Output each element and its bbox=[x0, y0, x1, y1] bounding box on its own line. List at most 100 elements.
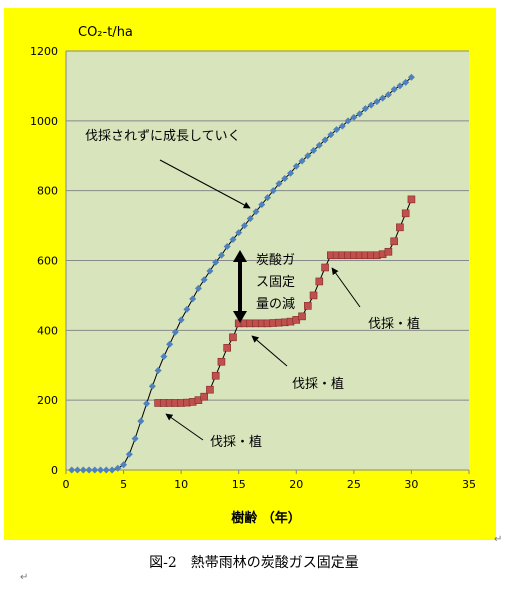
series-1-point bbox=[281, 174, 289, 182]
series-1-point bbox=[189, 295, 197, 303]
series-1-point bbox=[258, 201, 266, 209]
series-1-point bbox=[246, 215, 254, 223]
series-1-point bbox=[287, 169, 295, 177]
series-1-point bbox=[85, 466, 93, 474]
series-1-point bbox=[338, 122, 346, 130]
series-2-point bbox=[223, 343, 231, 352]
series-1-point bbox=[229, 236, 237, 244]
paragraph-mark-icon: ↵ bbox=[494, 534, 503, 545]
series-2-point bbox=[200, 392, 208, 401]
series-1-point bbox=[350, 113, 358, 121]
x-tick-label: 10 bbox=[174, 478, 188, 491]
series-1-point bbox=[102, 466, 110, 474]
series-1-point bbox=[194, 284, 202, 292]
series-1-point bbox=[177, 316, 185, 324]
series-1-point bbox=[344, 117, 352, 125]
series-2-point bbox=[303, 302, 312, 310]
y-tick-label: 600 bbox=[37, 255, 58, 268]
series-2-point bbox=[407, 195, 416, 204]
series-2-point bbox=[217, 357, 226, 366]
series-1-point bbox=[304, 152, 312, 160]
y-tick-label: 1000 bbox=[30, 115, 58, 128]
series-1-point bbox=[396, 82, 404, 90]
series-1-point bbox=[333, 126, 341, 134]
series-1-point bbox=[275, 180, 283, 188]
annotation-harvest-2: 伐採・植 bbox=[292, 377, 344, 392]
x-tick-label: 15 bbox=[232, 478, 246, 491]
series-1-point bbox=[327, 131, 335, 139]
series-2-point bbox=[315, 277, 324, 286]
series-1-point bbox=[131, 435, 139, 443]
series-1-point bbox=[160, 353, 168, 361]
x-tick-label: 20 bbox=[289, 478, 303, 491]
series-1-point bbox=[120, 461, 128, 469]
y-tick-label: 200 bbox=[37, 394, 58, 407]
series-1-point bbox=[91, 466, 99, 474]
arrow-harvest-1 bbox=[165, 413, 204, 441]
x-tick-label: 5 bbox=[120, 478, 127, 491]
series-1-point bbox=[74, 466, 82, 474]
series-1-point bbox=[183, 305, 191, 313]
series-1-point bbox=[108, 466, 116, 474]
unit-label: CO₂-t/ha bbox=[78, 25, 133, 40]
series-1-point bbox=[298, 157, 306, 165]
reduction-arrow-up-head bbox=[233, 250, 247, 262]
arrow-harvest-3 bbox=[331, 267, 361, 308]
arrow-growth bbox=[159, 159, 251, 209]
series-1-point bbox=[361, 105, 369, 113]
annotation-reduction: 炭酸ガス固定量の減 bbox=[256, 253, 295, 312]
series-2-point bbox=[390, 237, 398, 246]
series-1-point bbox=[240, 222, 248, 230]
series-1-point bbox=[148, 382, 156, 390]
series-1-point bbox=[315, 141, 323, 149]
series-1-point bbox=[292, 162, 300, 170]
arrow-harvest-2 bbox=[251, 335, 288, 367]
series-1-point bbox=[200, 276, 208, 284]
series-1-point bbox=[171, 328, 179, 336]
series-1-point bbox=[217, 251, 225, 259]
series-2-point bbox=[298, 312, 306, 321]
series-1-point bbox=[390, 85, 398, 93]
series-1-point bbox=[264, 194, 271, 202]
annotation-reduction-line: ス固定 bbox=[256, 275, 295, 290]
series-1-point bbox=[402, 78, 410, 86]
y-tick-label: 400 bbox=[37, 324, 58, 337]
y-tick-label: 800 bbox=[37, 185, 58, 198]
x-tick-label: 30 bbox=[404, 478, 418, 491]
series-1-point bbox=[125, 450, 133, 458]
series-1-points bbox=[68, 73, 415, 474]
figure-caption: 図-2 熱帯雨林の炭酸ガス固定量 bbox=[149, 555, 359, 571]
series-1-point bbox=[166, 340, 174, 348]
series-2-points bbox=[154, 195, 416, 407]
series-1-point bbox=[154, 366, 162, 374]
series-1-point bbox=[356, 110, 364, 118]
x-tick-label: 0 bbox=[63, 478, 70, 491]
paragraph-mark-icon: ↵ bbox=[20, 572, 29, 583]
series-1-point bbox=[310, 147, 318, 155]
series-2-point bbox=[396, 223, 404, 232]
x-tick-label: 25 bbox=[347, 478, 361, 491]
series-1-point bbox=[206, 267, 214, 275]
series-1-point bbox=[367, 101, 375, 109]
series-1-point bbox=[79, 466, 87, 474]
grid-lines bbox=[65, 50, 469, 471]
series-1-point bbox=[143, 400, 151, 408]
series-1-point bbox=[68, 466, 76, 474]
y-tick-label: 0 bbox=[51, 464, 58, 477]
series-1-point bbox=[114, 464, 122, 472]
series-1-point bbox=[235, 229, 243, 237]
x-axis-label: 樹齢 （年） bbox=[231, 510, 301, 526]
y-tick-label: 1200 bbox=[30, 45, 58, 58]
annotation-harvest-1: 伐採・植 bbox=[210, 435, 262, 450]
series-2-point bbox=[206, 385, 214, 394]
series-1-point bbox=[384, 91, 392, 99]
series-1-point bbox=[137, 417, 145, 425]
series-2-point bbox=[321, 263, 329, 272]
series-1-point bbox=[321, 136, 329, 144]
series-2-point bbox=[401, 209, 410, 218]
x-tick-label: 35 bbox=[462, 478, 476, 491]
series-1-point bbox=[379, 94, 387, 102]
series-1-point bbox=[97, 466, 105, 474]
annotation-reduction-line: 炭酸ガ bbox=[256, 253, 295, 268]
